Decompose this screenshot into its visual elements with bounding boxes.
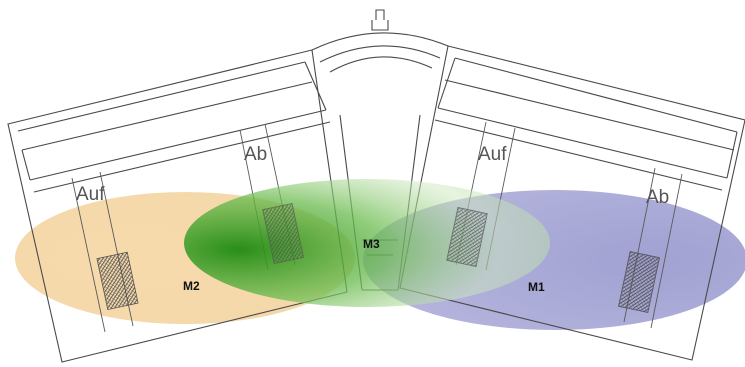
label-right-auf: Auf <box>478 144 507 165</box>
label-left-auf: Auf <box>76 184 105 205</box>
hatch-block-left-auf <box>96 251 139 311</box>
hatch-block-right-ab <box>618 251 660 313</box>
label-left-ab: Ab <box>244 144 267 165</box>
label-zone-m3: M3 <box>363 237 380 251</box>
label-zone-m2: M2 <box>183 279 200 293</box>
hatch-block-left-ab <box>262 202 304 264</box>
label-right-ab: Ab <box>646 187 669 208</box>
label-zone-m1: M1 <box>528 280 545 294</box>
hatched-blocks <box>96 202 660 313</box>
hatch-block-right-auf <box>446 206 488 268</box>
